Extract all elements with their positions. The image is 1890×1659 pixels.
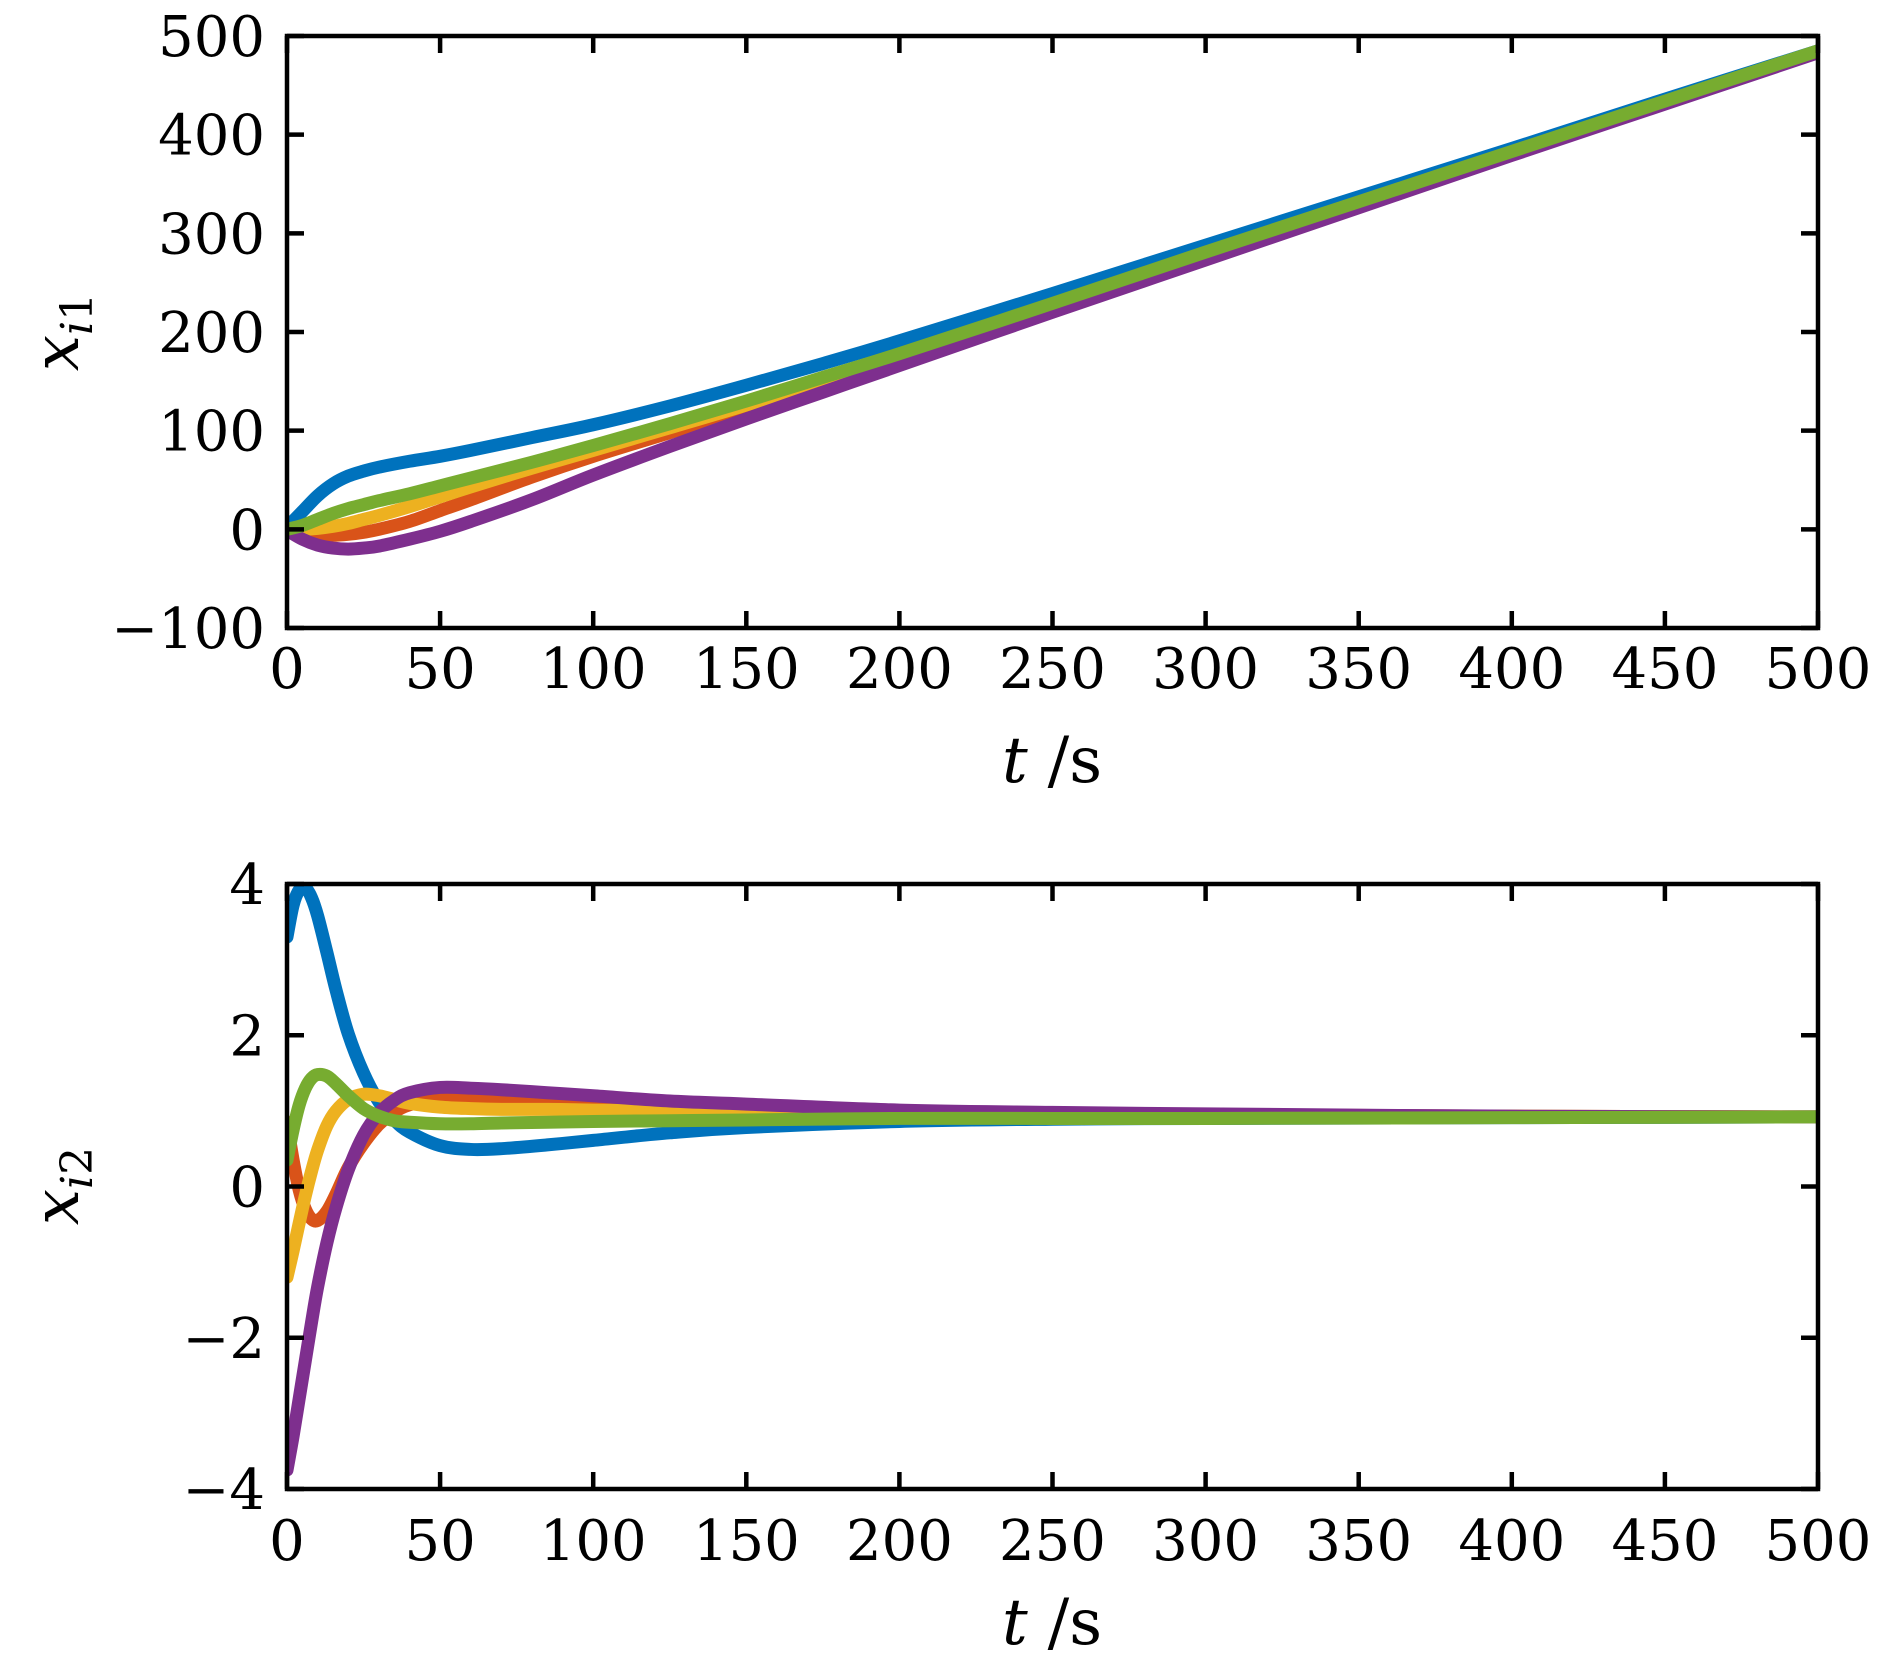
x-tick-label: 300: [1152, 637, 1259, 702]
x-tick-label: 0: [269, 1509, 305, 1574]
x-tick-label: 400: [1458, 637, 1565, 702]
x-tick-label: 100: [540, 1509, 647, 1574]
x-tick-label: 450: [1611, 637, 1718, 702]
bottom-ylabel: xi2: [20, 1147, 103, 1225]
x-tick-label: 0: [269, 637, 305, 702]
x-tick-label: 200: [846, 1509, 953, 1574]
y-tick-label: 0: [229, 1156, 265, 1221]
top-xlabel: t/s: [1002, 724, 1102, 798]
x-tick-label: 300: [1152, 1509, 1259, 1574]
y-tick-label: 100: [158, 400, 265, 465]
x-tick-label: 500: [1765, 637, 1872, 702]
x-tick-label: 150: [693, 637, 800, 702]
series-group: [287, 44, 1818, 556]
x-tick-label: 450: [1611, 1509, 1718, 1574]
chart-top-panel: 0 50 100 150 200 250 300 350 400 450 500−100010020…: [111, 5, 1871, 702]
y-tick-label: 300: [158, 202, 265, 267]
x-tick-label: 350: [1305, 637, 1412, 702]
y-tick-label: −100: [111, 597, 265, 662]
bottom-xlabel: t/s: [1002, 1586, 1102, 1654]
tick-marks: [284, 881, 1821, 1492]
y-tick-label: 0: [229, 498, 265, 563]
top-ylabel: xi1: [20, 293, 103, 371]
x-tick-label: 50: [404, 1509, 475, 1574]
chart-bottom-panel: 0 50 100 150 200 250 300 350 400 450 500 −4 −2 0 2 4: [182, 853, 1871, 1574]
axes-box: [284, 881, 1821, 1492]
y-tick-label: −4: [182, 1458, 265, 1523]
series-group: [287, 884, 1818, 1477]
x-tick-label: 150: [693, 1509, 800, 1574]
x-tick-label: 200: [846, 637, 953, 702]
y-tick-label: 4: [229, 853, 265, 918]
x-tick-label: 350: [1305, 1509, 1412, 1574]
tick-marks: [284, 33, 1821, 631]
y-tick-label: 400: [158, 104, 265, 169]
y-tick-label: 500: [158, 5, 265, 70]
x-tick-label: 250: [999, 637, 1106, 702]
x-tick-label: 100: [540, 637, 647, 702]
y-tick-label: 200: [158, 301, 265, 366]
y-tick-label: −2: [182, 1307, 265, 1372]
x-tick-label: 400: [1458, 1509, 1565, 1574]
x-tick-label: 500: [1765, 1509, 1872, 1574]
x-tick-label: 50: [404, 637, 475, 702]
y-tick-label: 2: [229, 1004, 265, 1069]
series-line-agent-5: [287, 1067, 1818, 1167]
series-line-agent-5: [287, 44, 1818, 536]
x-tick-label: 250: [999, 1509, 1106, 1574]
